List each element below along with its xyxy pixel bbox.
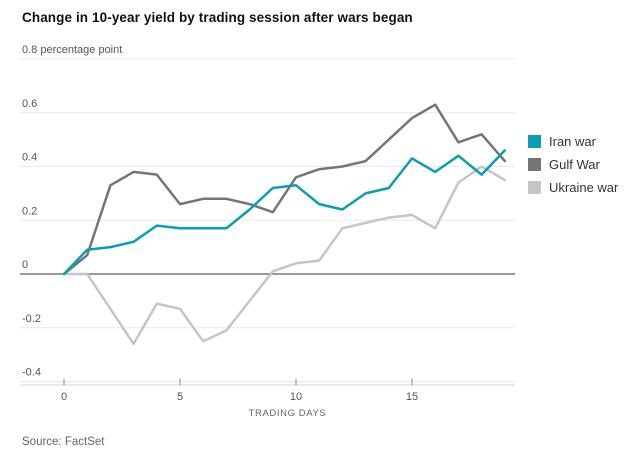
legend-label: Gulf War xyxy=(549,157,600,172)
legend-swatch xyxy=(528,135,541,148)
x-axis-ticks xyxy=(63,378,413,385)
y-axis-labels: 0.8 percentage point 0.6 0.4 0.2 0 -0.2 -0.4 xyxy=(22,44,122,379)
y-tick-label: -0.2 xyxy=(22,313,41,325)
legend-item-iran-war: Iran war xyxy=(528,130,618,153)
series-line-iran-war xyxy=(62,149,507,276)
legend-swatch xyxy=(528,158,541,171)
y-tick-label: 0.8 percentage point xyxy=(22,44,122,56)
x-axis-labels: 0 5 10 15 xyxy=(61,391,418,403)
source-attribution: Source: FactSet xyxy=(22,436,105,448)
x-tick-label: 15 xyxy=(406,391,418,403)
chart-legend: Iran war Gulf War Ukraine war xyxy=(528,130,618,199)
legend-item-ukraine-war: Ukraine war xyxy=(528,176,618,199)
y-tick-label: 0 xyxy=(22,259,28,271)
y-tick-label: 0.2 xyxy=(22,205,37,217)
x-axis-title: TRADING DAYS xyxy=(249,408,327,419)
series-line-gulf-war xyxy=(62,103,507,276)
x-tick-label: 10 xyxy=(290,391,302,403)
x-tick-label: 5 xyxy=(177,391,183,403)
y-gridlines xyxy=(20,58,515,382)
y-tick-label: -0.4 xyxy=(22,367,41,379)
legend-label: Iran war xyxy=(549,134,596,149)
x-tick-label: 0 xyxy=(61,391,67,403)
y-tick-label: 0.6 xyxy=(22,98,37,110)
y-tick-label: 0.4 xyxy=(22,152,37,164)
legend-item-gulf-war: Gulf War xyxy=(528,153,618,176)
series-line-ukraine-war xyxy=(62,165,507,346)
chart-title: Change in 10-year yield by trading sessi… xyxy=(22,10,413,25)
legend-label: Ukraine war xyxy=(549,180,619,195)
legend-swatch xyxy=(528,181,541,194)
